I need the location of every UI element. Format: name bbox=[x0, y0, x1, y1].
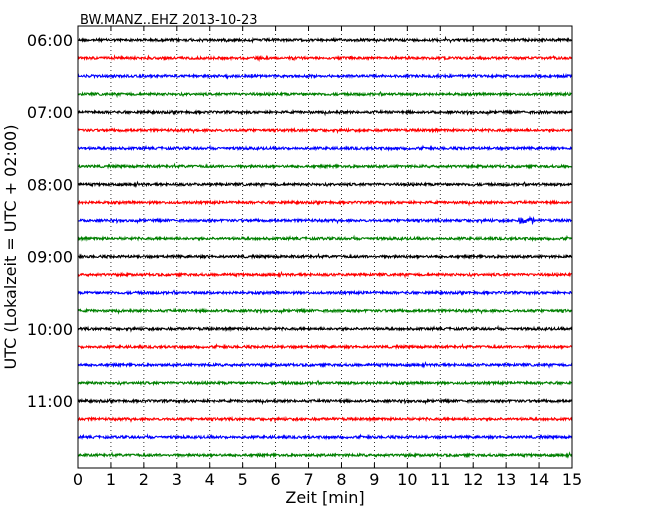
trace-23 bbox=[77, 451, 573, 459]
x-tick-label: 0 bbox=[73, 470, 83, 489]
trace-7 bbox=[77, 162, 573, 170]
trace-3 bbox=[77, 90, 573, 99]
x-tick-label: 11 bbox=[430, 470, 450, 489]
trace-12 bbox=[77, 252, 573, 260]
trace-21 bbox=[77, 415, 573, 423]
y-axis-label: UTC (Lokalzeit = UTC + 02:00) bbox=[1, 125, 20, 370]
trace-15 bbox=[77, 307, 573, 315]
x-tick-label: 12 bbox=[463, 470, 483, 489]
x-tick-label: 6 bbox=[271, 470, 281, 489]
x-tick-label: 13 bbox=[496, 470, 516, 489]
x-tick-label: 1 bbox=[106, 470, 116, 489]
trace-1 bbox=[77, 54, 573, 62]
x-tick-label: 4 bbox=[205, 470, 215, 489]
y-tick-label: 11:00 bbox=[27, 392, 73, 411]
trace-10 bbox=[77, 215, 573, 226]
x-tick-label: 9 bbox=[369, 470, 379, 489]
trace-5 bbox=[77, 126, 573, 135]
trace-22 bbox=[77, 433, 573, 441]
trace-2 bbox=[77, 72, 573, 80]
trace-0 bbox=[77, 35, 573, 44]
x-axis-ticks: 0 1 2 3 4 5 6 7 8 9 10 11 12 13 14 15 bbox=[73, 26, 582, 489]
x-tick-label: 7 bbox=[303, 470, 313, 489]
x-tick-label: 10 bbox=[397, 470, 417, 489]
grid-lines bbox=[110, 26, 540, 468]
trace-14 bbox=[77, 289, 573, 297]
y-tick-label: 08:00 bbox=[27, 175, 73, 194]
x-tick-label: 8 bbox=[336, 470, 346, 489]
traces bbox=[77, 35, 573, 459]
x-axis-label: Zeit [min] bbox=[285, 488, 364, 507]
trace-18 bbox=[77, 360, 573, 369]
trace-6 bbox=[77, 144, 573, 152]
trace-11 bbox=[77, 234, 573, 242]
trace-17 bbox=[77, 343, 573, 351]
chart-title: BW.MANZ..EHZ 2013-10-23 bbox=[80, 13, 258, 28]
y-axis-ticks: 06:00 07:00 08:00 09:00 10:00 11:00 bbox=[27, 31, 572, 411]
x-tick-label: 15 bbox=[562, 470, 582, 489]
x-tick-label: 2 bbox=[139, 470, 149, 489]
plot-frame bbox=[77, 25, 573, 469]
y-tick-label: 09:00 bbox=[27, 248, 73, 267]
trace-13 bbox=[77, 270, 573, 279]
trace-20 bbox=[77, 397, 573, 406]
y-tick-label: 10:00 bbox=[27, 320, 73, 339]
y-tick-label: 07:00 bbox=[27, 103, 73, 122]
trace-16 bbox=[77, 324, 573, 333]
trace-9 bbox=[77, 199, 573, 207]
trace-4 bbox=[77, 108, 573, 117]
x-tick-label: 14 bbox=[529, 470, 549, 489]
y-tick-label: 06:00 bbox=[27, 31, 73, 50]
trace-19 bbox=[77, 379, 573, 387]
x-tick-label: 5 bbox=[238, 470, 248, 489]
trace-8 bbox=[77, 180, 573, 189]
x-tick-label: 3 bbox=[172, 470, 182, 489]
